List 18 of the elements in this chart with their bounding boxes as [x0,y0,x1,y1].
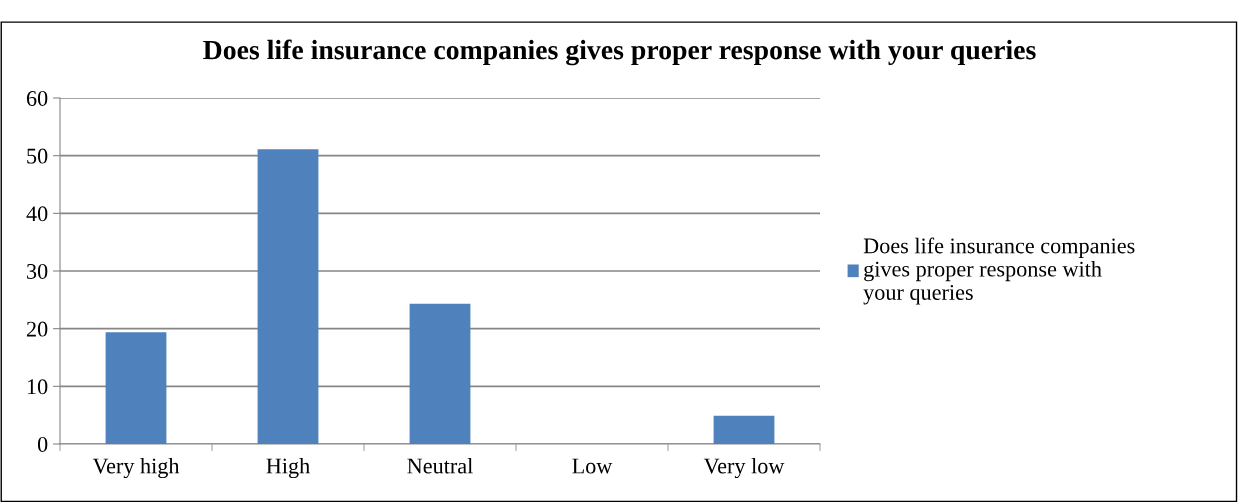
bar [713,415,775,444]
legend-label: Does life insurance companies gives proper response with your queries [863,237,1135,305]
x-tick-label: Very high [92,457,180,479]
y-tick-label: 40 [26,206,48,222]
x-tick-label: Neutral [407,457,473,474]
x-tick-label: Very low [703,457,785,479]
x-tick-label: High [266,457,310,479]
chart-title: Does life insurance companies gives proper response with your queries [203,39,1036,66]
y-tick-label: 30 [27,263,48,279]
x-tick-label: Low [572,458,613,474]
y-tick-label: 20 [26,321,48,337]
y-tick-label: 0 [37,436,48,452]
bar [409,303,471,444]
y-tick-label: 10 [27,379,48,395]
bar [105,332,167,444]
bar [257,149,319,444]
y-tick-label: 50 [27,148,48,164]
y-tick-label: 60 [26,90,48,106]
